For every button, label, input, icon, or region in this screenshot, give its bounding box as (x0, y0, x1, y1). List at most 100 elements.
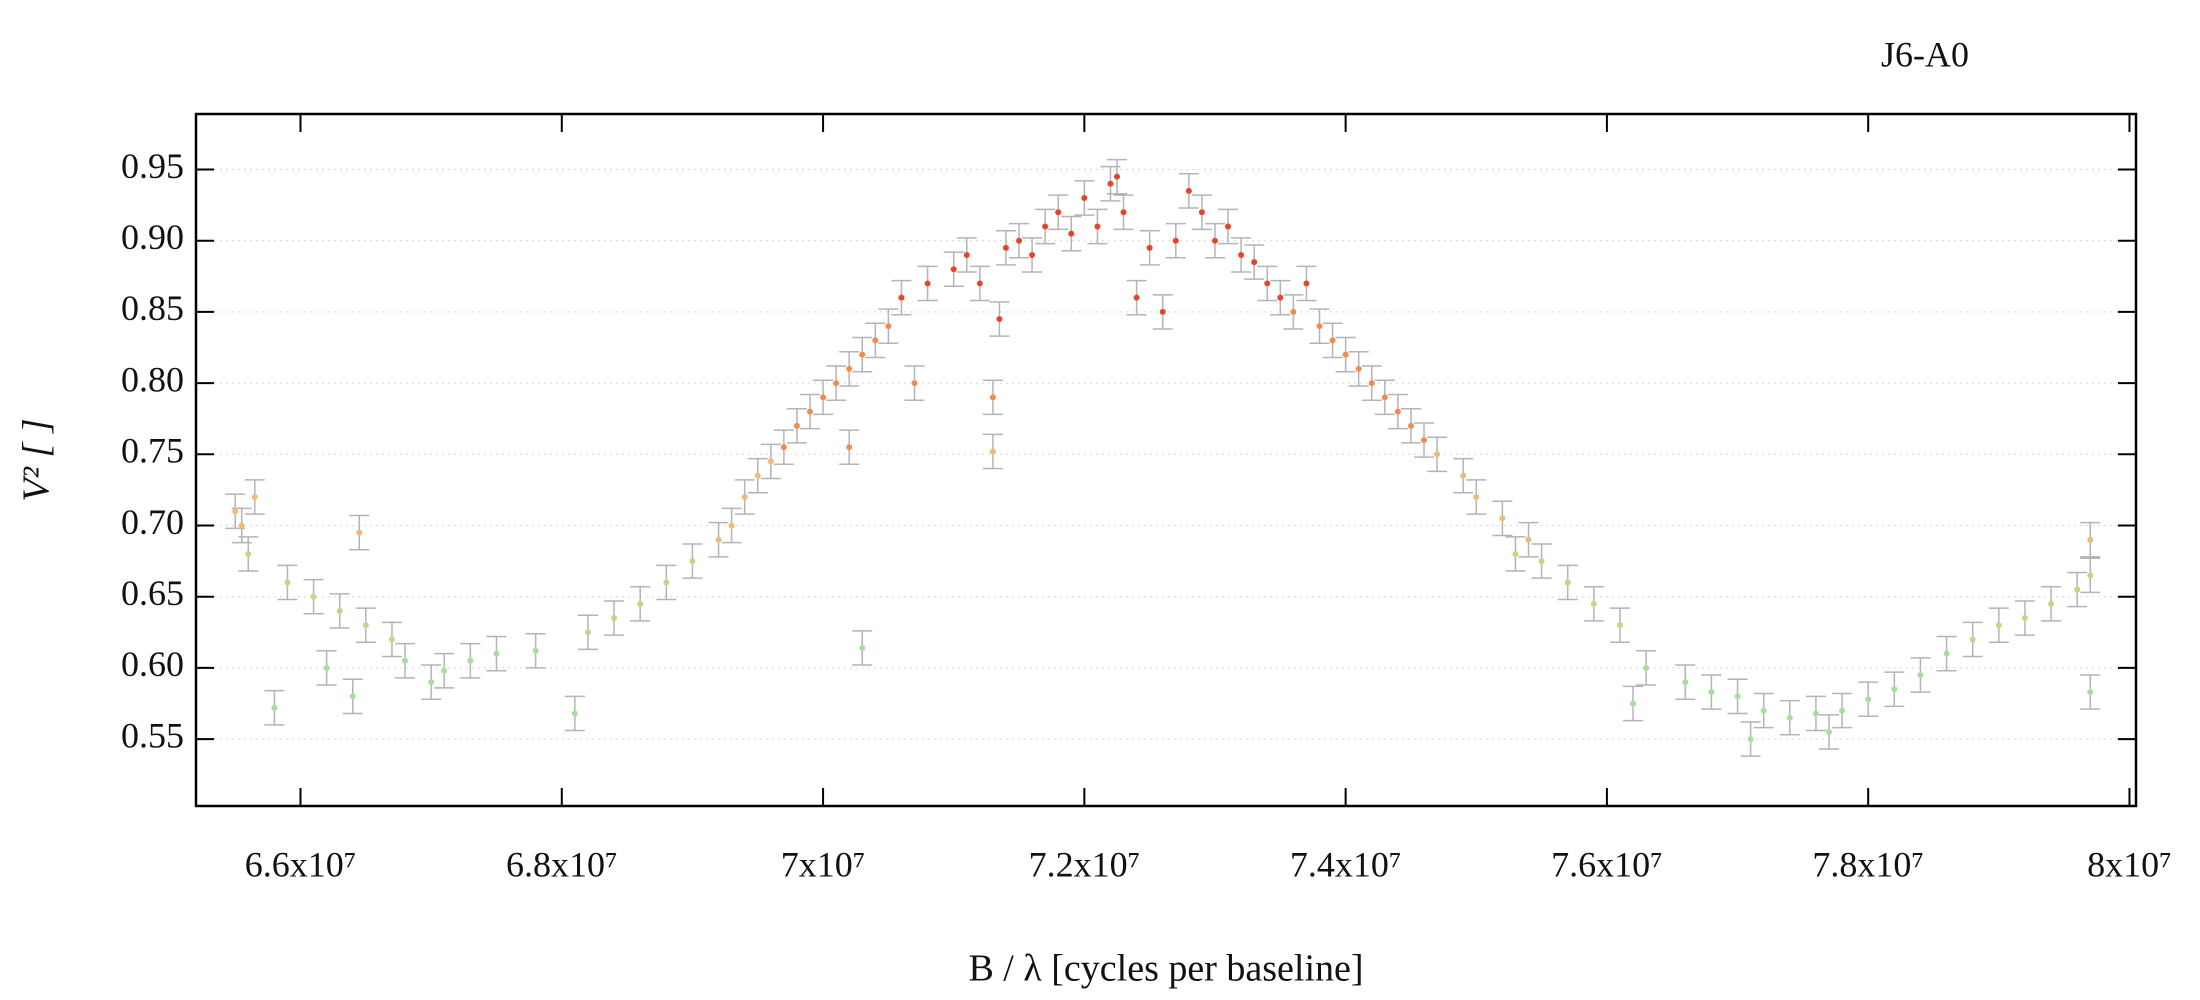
point (1355, 365, 1362, 372)
point (885, 323, 892, 330)
y-tick-label: 0.85 (121, 288, 184, 328)
point (1316, 323, 1323, 330)
point (493, 650, 500, 657)
point (1969, 636, 1976, 643)
point (1133, 294, 1140, 301)
point (1238, 251, 1245, 258)
point (1682, 679, 1689, 686)
point (1381, 394, 1388, 401)
point (584, 629, 591, 636)
point (1407, 422, 1414, 429)
point (1839, 707, 1846, 714)
point (846, 444, 853, 451)
point (2087, 572, 2094, 579)
point (1473, 494, 1480, 501)
y-tick-label: 0.75 (121, 431, 184, 471)
y-tick-label: 0.55 (121, 715, 184, 755)
point (1172, 237, 1179, 244)
point (1825, 728, 1832, 735)
point (245, 550, 252, 557)
point (1865, 696, 1872, 703)
point (611, 615, 618, 622)
point (2087, 689, 2094, 696)
point (238, 522, 245, 529)
point (2048, 600, 2055, 607)
point (1734, 693, 1741, 700)
point (1421, 437, 1428, 444)
x-tick-label: 6.8x10⁷ (506, 844, 618, 884)
point (388, 636, 395, 643)
point (1708, 689, 1715, 696)
point (1616, 622, 1623, 629)
point (1525, 536, 1532, 543)
point (1185, 187, 1192, 194)
point (911, 380, 918, 387)
y-axis-label: V² [ ] (16, 418, 58, 501)
point (1068, 230, 1075, 237)
point (833, 380, 840, 387)
x-tick-label: 7.8x10⁷ (1812, 844, 1924, 884)
x-tick-label: 7.4x10⁷ (1290, 844, 1402, 884)
point (323, 664, 330, 671)
point (754, 472, 761, 479)
point (1198, 209, 1205, 216)
point (767, 458, 774, 465)
point (284, 579, 291, 586)
plot-frame (194, 112, 2138, 808)
point (793, 422, 800, 429)
point (2074, 586, 2081, 593)
y-tick-label: 0.65 (121, 573, 184, 613)
x-tick-label: 6.6x10⁷ (245, 844, 357, 884)
point (571, 710, 578, 717)
point (1590, 600, 1597, 607)
point (1159, 308, 1166, 315)
point (1342, 351, 1349, 358)
point (1512, 550, 1519, 557)
point (1114, 173, 1121, 180)
y-tick-label: 0.95 (121, 146, 184, 186)
point (859, 351, 866, 358)
point (689, 558, 696, 565)
point (1538, 558, 1545, 565)
point (1891, 686, 1898, 693)
y-tick-label: 0.80 (121, 359, 184, 399)
point (362, 622, 369, 629)
point (715, 536, 722, 543)
y-tick-label: 0.90 (121, 217, 184, 257)
point (872, 337, 879, 344)
point (1029, 251, 1036, 258)
point (1211, 237, 1218, 244)
point (402, 657, 409, 664)
point (349, 693, 356, 700)
point (1277, 294, 1284, 301)
y-tick-label: 0.60 (121, 644, 184, 684)
x-tick-label: 8x10⁷ (2087, 844, 2172, 884)
point (532, 647, 539, 654)
point (1368, 380, 1375, 387)
point (232, 508, 239, 515)
point (898, 294, 905, 301)
point (441, 667, 448, 674)
point (1643, 664, 1650, 671)
point (924, 280, 931, 287)
point (1434, 451, 1441, 458)
point (1812, 710, 1819, 717)
point (820, 394, 827, 401)
point (1002, 244, 1009, 251)
point (976, 280, 983, 287)
point (950, 266, 957, 273)
point (1042, 223, 1049, 230)
x-tick-label: 7x10⁷ (781, 844, 866, 884)
point (807, 408, 814, 415)
x-tick-label: 7.2x10⁷ (1029, 844, 1141, 884)
point (728, 522, 735, 529)
point (741, 494, 748, 501)
point (1630, 700, 1637, 707)
point (1264, 280, 1271, 287)
point (996, 316, 1003, 323)
point (1055, 209, 1062, 216)
x-axis-label: B / λ [cycles per baseline] (968, 948, 1363, 990)
point (1120, 209, 1127, 216)
point (989, 448, 996, 455)
